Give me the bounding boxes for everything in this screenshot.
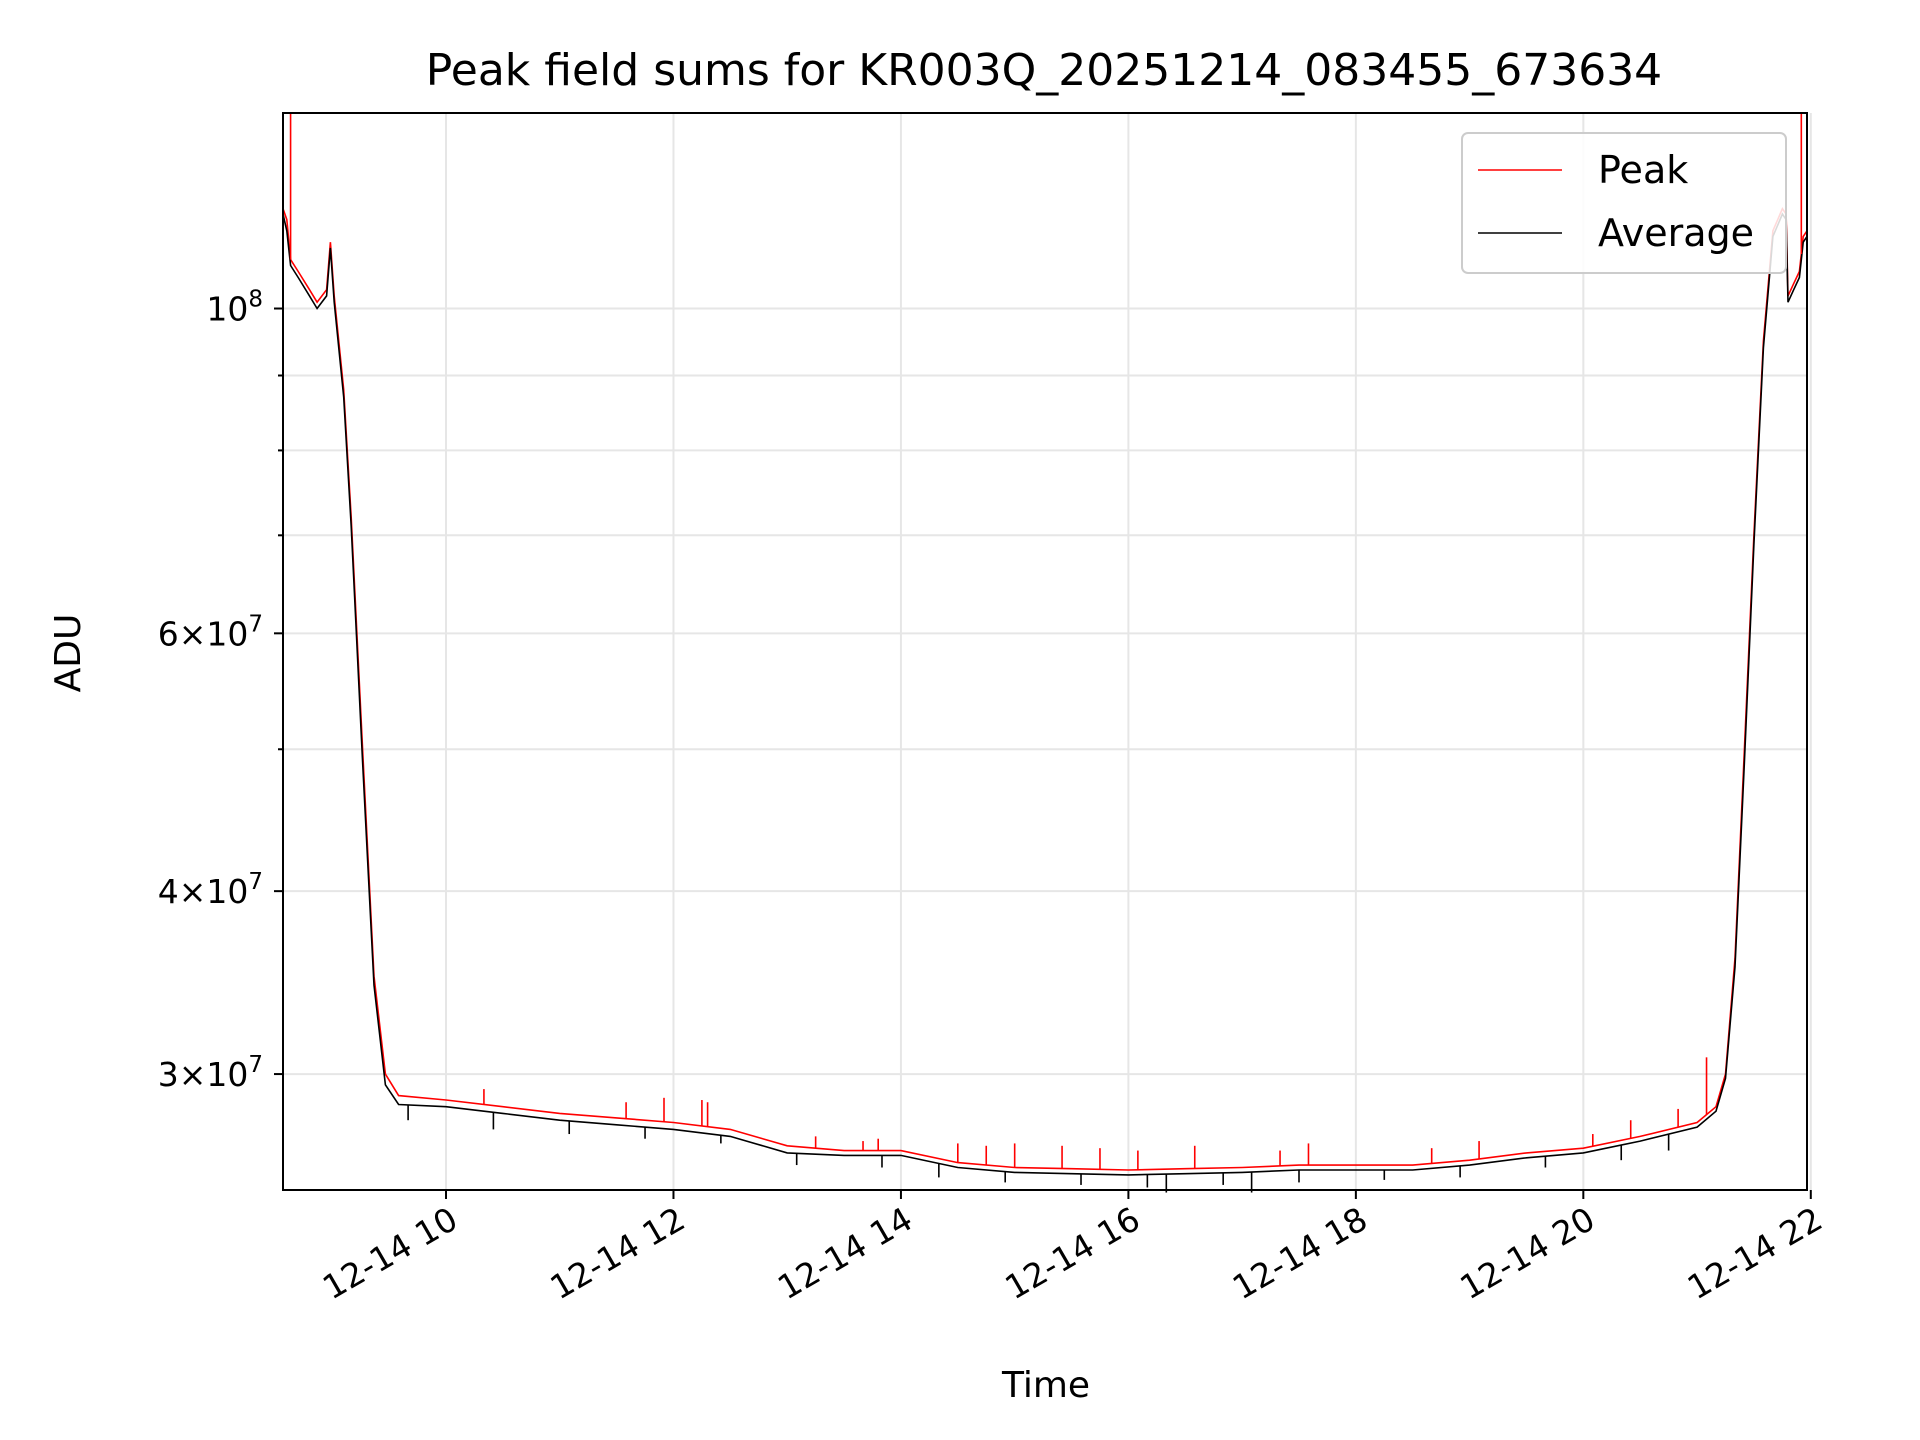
x-axis-label: Time	[1001, 1365, 1090, 1406]
legend: Peak Average	[1461, 132, 1787, 274]
legend-average-label: Average	[1598, 211, 1754, 255]
chart-title: Peak field sums for KR003Q_20251214_0834…	[426, 45, 1662, 96]
legend-box	[1461, 132, 1787, 274]
plot-frame	[282, 112, 1808, 1191]
y-tick-label: 108	[206, 287, 263, 329]
grid-lines	[283, 113, 1812, 1190]
y-tick-label: 4×107	[158, 869, 263, 911]
y-tick-label: 6×107	[158, 611, 263, 653]
plot-area	[282, 113, 1808, 1193]
y-axis: 108 6×107 4×107 3×107	[158, 287, 283, 1094]
average-series-line	[282, 212, 1808, 1176]
y-axis-label: ADU	[48, 614, 89, 693]
y-tick-label: 3×107	[158, 1052, 263, 1094]
legend-peak-label: Peak	[1598, 148, 1688, 192]
